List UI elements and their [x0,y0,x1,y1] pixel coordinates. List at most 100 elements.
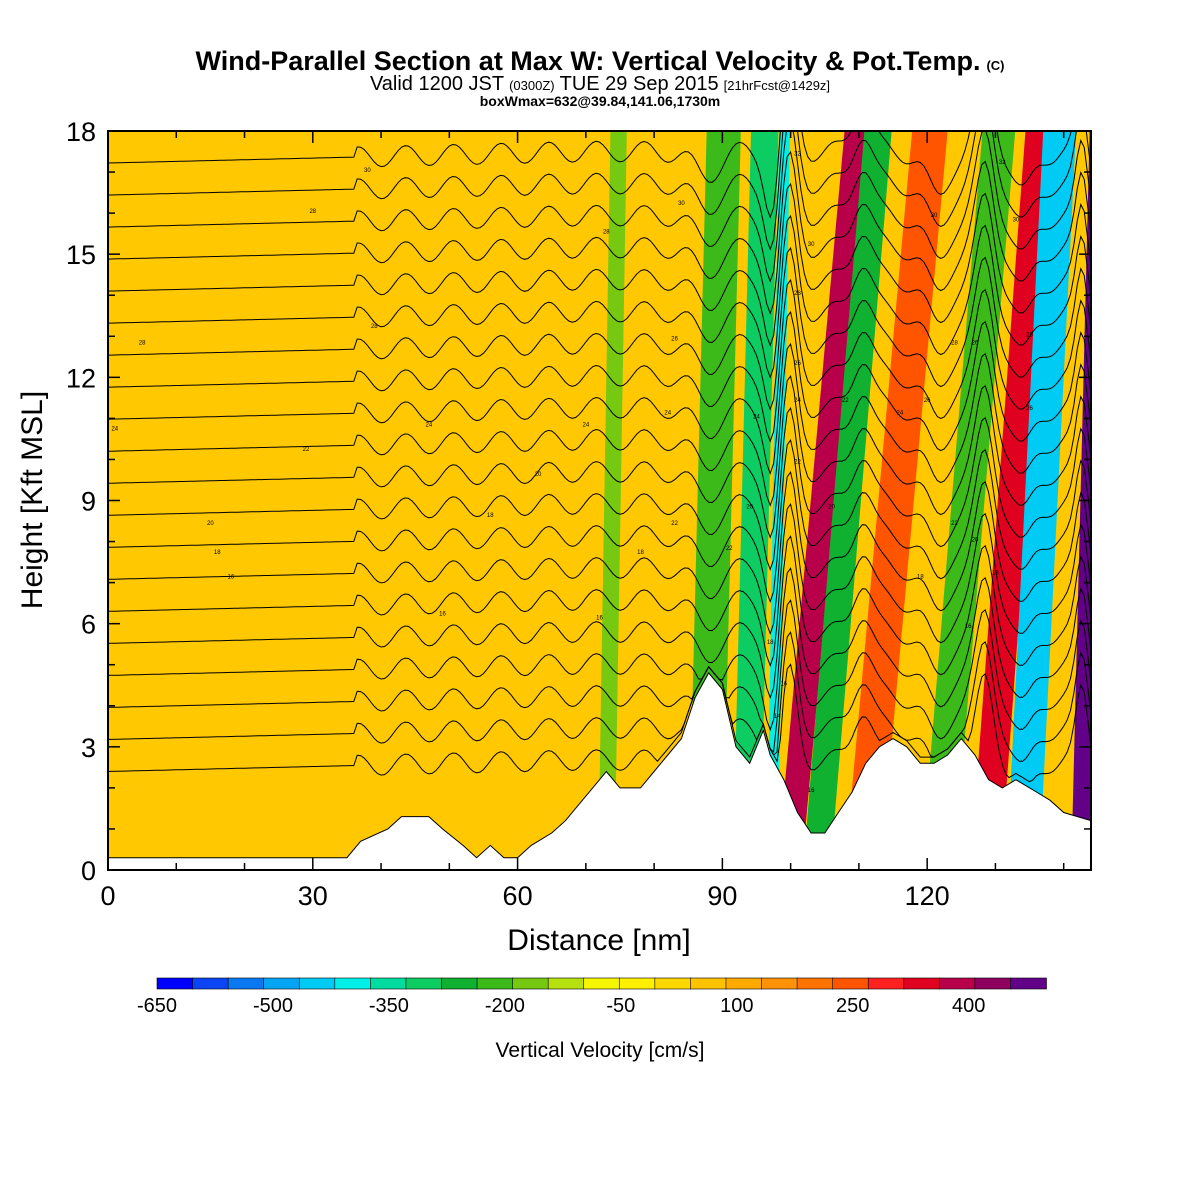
velocity-band [776,131,870,870]
contour-label: 22 [671,521,678,527]
contour-label: 28 [139,340,146,346]
contour-label: 18 [637,550,644,556]
y-tick-label: 15 [66,240,96,270]
x-axis: 0 30 60 90 120 [100,131,1065,911]
colorbar-cell [227,977,265,990]
x-tick-label: 60 [503,881,533,911]
colorbar-title: Vertical Velocity [cm/s] [496,1039,705,1062]
contour-label: 24 [111,427,118,433]
contour-label: 24 [794,398,801,404]
x-axis-title: Distance [nm] [507,924,690,957]
contour-label: 18 [214,550,221,556]
colorbar-cell [939,977,976,990]
contour-label: 30 [808,242,815,248]
contour-label: 22 [794,460,801,466]
theta-contour [108,310,1091,475]
contour-label: 28 [371,324,378,330]
contour-label: 30 [1013,217,1020,223]
contour-label: 30 [931,213,938,219]
chart-subtitle-box: boxWmax=632@39.84,141.06,1730m [480,93,721,109]
colorbar-tick-label: -350 [369,995,409,1017]
colorbar [156,977,1047,990]
y-tick-label: 3 [81,733,96,763]
contour-label: 26 [924,398,931,404]
colorbar-cell [974,977,1012,990]
x-tick-label: 30 [298,881,328,911]
theta-contour [108,663,1091,783]
velocity-band [844,131,948,870]
contour-label: 22 [303,447,310,453]
contour-label: 26 [671,336,678,342]
y-tick-label: 6 [81,610,96,640]
colorbar-cell [618,977,656,990]
contour-label: 22 [842,398,849,404]
velocity-field [598,131,1091,870]
velocity-band [732,131,779,870]
colorbar-cell [192,977,229,990]
colorbar-cell [796,977,834,990]
y-axis: 0 3 6 9 12 15 18 [66,117,1091,886]
contour-label: 20 [207,521,214,527]
colorbar-tick-label: -500 [253,995,293,1017]
theta-contour [108,131,1091,283]
colorbar-cell [512,977,549,990]
contour-label: 24 [425,423,432,429]
colorbar-cell [405,977,443,990]
theta-contour [108,182,1091,347]
contour-label: 16 [808,788,815,794]
y-axis-title: Height [Kft MSL] [16,391,49,609]
colorbar-cell [156,977,194,990]
x-tick-label: 90 [707,881,737,911]
colorbar-tick-label: 250 [836,995,869,1017]
contour-label: 18 [767,640,774,646]
theta-contour [108,599,1091,753]
contour-label: 30 [678,201,685,207]
colorbar-cell [690,977,727,990]
contour-label: 28 [794,291,801,297]
x-tick-label: 0 [100,881,115,911]
contour-label: 22 [951,521,958,527]
colorbar-cell [263,977,301,990]
theta-contour [108,131,1091,219]
contour-label: 18 [917,575,924,581]
contour-label: 18 [992,570,999,576]
colorbar-cell [298,977,336,990]
contour-label: 32 [999,160,1006,166]
colorbar-cell [761,977,798,990]
y-tick-label: 0 [81,856,96,886]
theta-contour [108,246,1091,411]
colorbar-cell [725,977,763,990]
colorbar-cell [370,977,407,990]
contour-label: 32 [794,152,801,158]
contour-label: 30 [364,168,371,174]
chart-subtitle: Valid 1200 JST (0300Z) TUE 29 Sep 2015 [21h… [370,73,830,95]
contour-label: 22 [726,546,733,552]
colorbar-cell [441,977,478,990]
contour-label: 16 [780,681,787,687]
theta-contour [108,131,1091,251]
colorbar-cell [583,977,621,990]
contour-label: 28 [309,209,316,215]
contour-label: 16 [228,575,235,581]
colorbar-tick-label: -200 [485,995,525,1017]
contour-label: 14 [774,714,781,720]
colorbar-cell [903,977,941,990]
colorbar-cell [547,977,585,990]
theta-contours [108,131,1091,783]
contour-label: 16 [965,624,972,630]
theta-contour [108,471,1091,635]
plot-area: 28 24 22 20 18 16 28 28 30 24 18 16 24 20 16 28 26 24 22 18… [108,131,1091,870]
y-tick-label: 12 [66,363,96,393]
colorbar-ticks: -650 -500 -350 -200 -50 100 250 400 [137,995,985,1017]
colorbar-cell [476,977,514,990]
terrain-mask [108,672,1091,870]
contour-label: 18 [487,513,494,519]
colorbar-tick-label: 100 [720,995,753,1017]
theta-contour [108,503,1091,667]
contour-labels: 28 24 22 20 18 16 28 28 30 24 18 16 24 20 16 28 26 24 22 18… [111,152,1033,794]
velocity-band [802,131,892,870]
contour-label: 26 [972,340,979,346]
contour-label: 24 [583,423,590,429]
colorbar-cell [334,977,372,990]
